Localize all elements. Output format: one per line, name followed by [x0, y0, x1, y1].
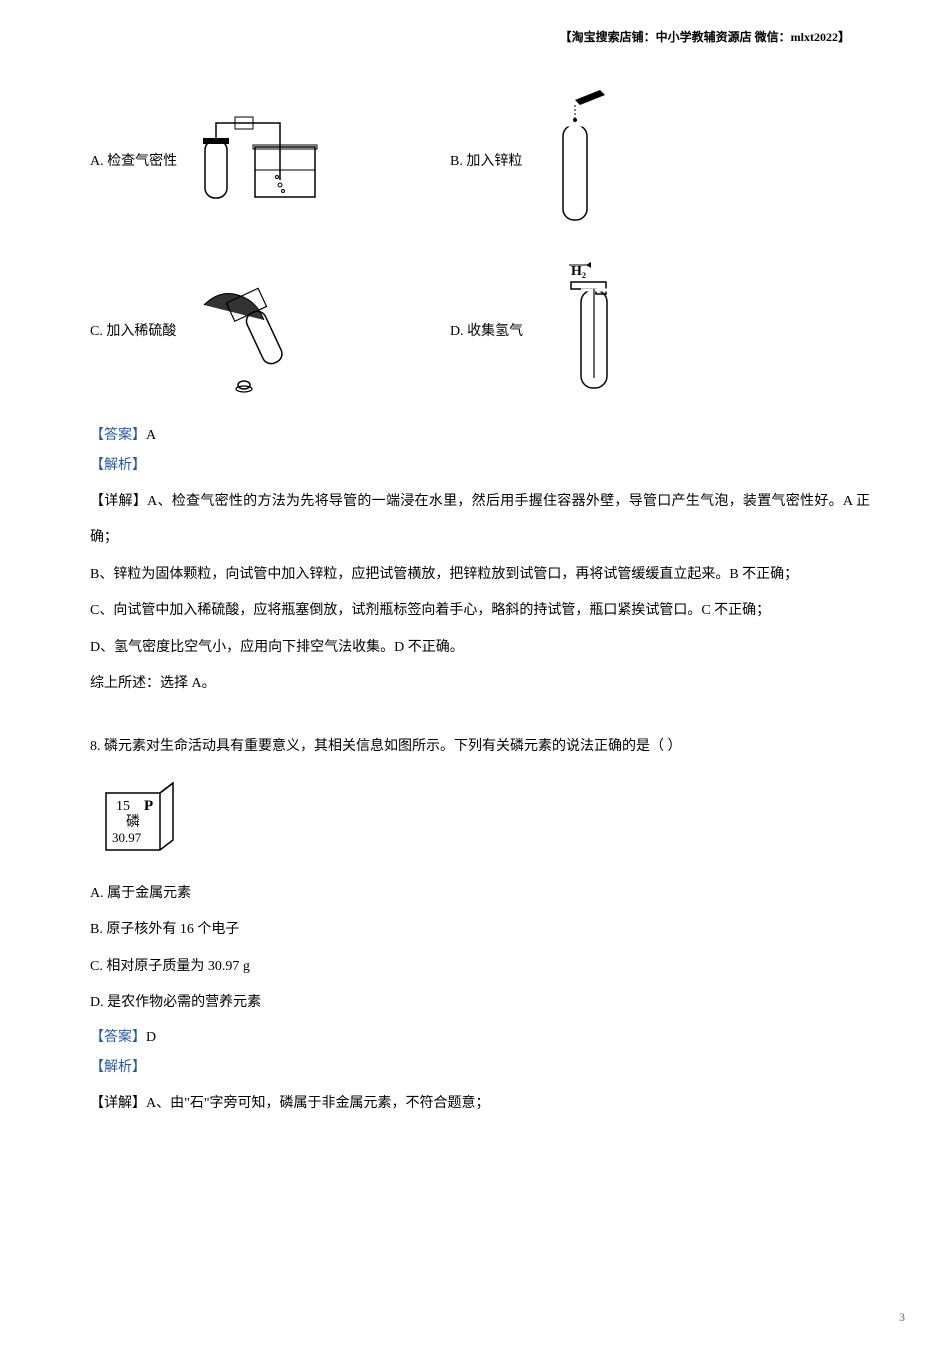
q8-explanation: 【详解】A、由"石"字旁可知，磷属于非金属元素，不符合题意；	[90, 1086, 870, 1122]
q7-diagram-c	[184, 265, 314, 395]
q7-analysis-label-line: 【解析】	[90, 454, 870, 474]
analysis-label: 【解析】	[90, 1060, 146, 1075]
q7-explanation-2: C、向试管中加入稀硫酸，应将瓶塞倒放，试剂瓶标签向着手心，略斜的持试管，瓶口紧挨…	[90, 593, 870, 629]
q8-question: 8. 磷元素对生命活动具有重要意义，其相关信息如图所示。下列有关磷元素的说法正确…	[90, 730, 870, 764]
element-mass: 30.97	[112, 830, 142, 845]
answer-label: 【答案】	[90, 1030, 146, 1045]
q8-answer-value: D	[146, 1030, 156, 1045]
q7-diagram-d: H₂	[531, 260, 641, 400]
q7-answer-line: 【答案】A	[90, 424, 870, 444]
q8-option-b: B. 原子核外有 16 个电子	[90, 912, 870, 948]
q7-explanation-1: B、锌粒为固体颗粒，向试管中加入锌粒，应把试管横放，把锌粒放到试管口，再将试管缓…	[90, 557, 870, 593]
h2-label: H₂	[571, 264, 586, 279]
page-header: 【淘宝搜索店铺：中小学教辅资源店 微信：mlxt2022】	[560, 28, 850, 45]
element-symbol: P	[144, 798, 153, 814]
q7-options-row-1: A. 检查气密性 B. 加入锌粒	[90, 90, 870, 230]
main-content: A. 检查气密性 B. 加入锌粒	[90, 90, 870, 1122]
q8-option-c: C. 相对原子质量为 30.97 g	[90, 949, 870, 985]
q8-answer-line: 【答案】D	[90, 1026, 870, 1046]
q8-element-diagram: 15 P 磷 30.97	[98, 778, 178, 858]
q7-explanation-3: D、氢气密度比空气小，应用向下排空气法收集。D 不正确。	[90, 630, 870, 666]
q7-option-a: A. 检查气密性	[90, 105, 450, 215]
q7-diagram-a	[185, 105, 335, 215]
q7-option-c: C. 加入稀硫酸	[90, 265, 450, 395]
answer-label: 【答案】	[90, 428, 146, 443]
q7-option-b-label: B. 加入锌粒	[450, 150, 522, 170]
analysis-label: 【解析】	[90, 458, 146, 473]
q7-option-c-label: C. 加入稀硫酸	[90, 320, 176, 340]
page-number: 3	[899, 1310, 905, 1325]
element-name: 磷	[126, 814, 140, 830]
q7-options-row-2: C. 加入稀硫酸 D. 收集氢气 H₂	[90, 260, 870, 400]
q8-option-d: D. 是农作物必需的营养元素	[90, 985, 870, 1021]
element-number: 15	[116, 799, 130, 814]
q7-option-b: B. 加入锌粒	[450, 90, 620, 230]
q7-answer-value: A	[146, 428, 156, 443]
q7-explanation-4: 综上所述：选择 A。	[90, 666, 870, 702]
q8-analysis-label-line: 【解析】	[90, 1056, 870, 1076]
q7-diagram-b	[530, 90, 620, 230]
q7-option-d-label: D. 收集氢气	[450, 320, 523, 340]
q7-option-d: D. 收集氢气 H₂	[450, 260, 641, 400]
q8-option-a: A. 属于金属元素	[90, 876, 870, 912]
q7-option-a-label: A. 检查气密性	[90, 150, 177, 170]
q7-explanation-0: 【详解】A、检查气密性的方法为先将导管的一端浸在水里，然后用手握住容器外壁，导管…	[90, 484, 870, 557]
